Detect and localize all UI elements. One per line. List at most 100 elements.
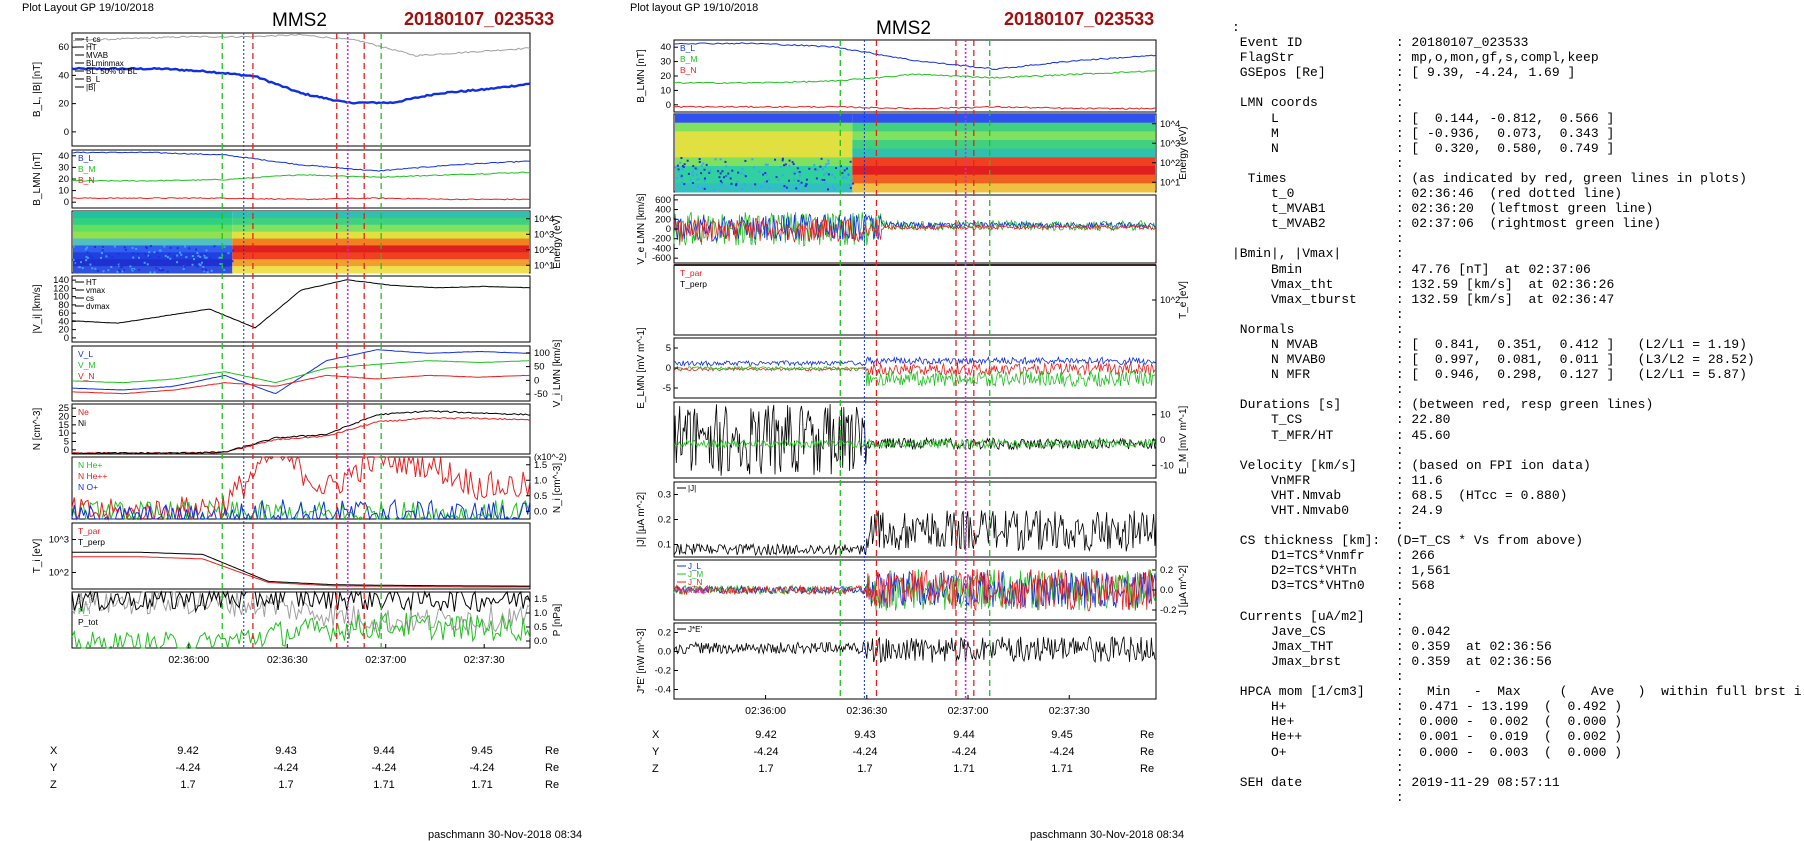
heatmap-speckle [775, 176, 778, 179]
heatmap-speckle [708, 171, 711, 174]
y-axis-label: V_e LMN [km/s] [636, 193, 647, 264]
heatmap-speckle [839, 165, 842, 168]
heatmap-speckle [119, 270, 122, 273]
info-line: He+ : 0.000 - 0.002 ( 0.000 ) [1232, 714, 1623, 730]
heatmap-band [232, 266, 530, 274]
y-tick-label: 10^2 [534, 245, 554, 256]
heatmap-band [852, 166, 1155, 176]
panel-right-1: B_LMN [nT] 0 10 20 30 40 B_LB_MB_N [636, 39, 1157, 113]
heatmap-speckle [227, 252, 230, 255]
heatmap-speckle [774, 158, 777, 161]
heatmap-speckle [719, 172, 722, 175]
heatmap-speckle [94, 267, 97, 270]
info-line: M : [ -0.936, 0.073, 0.343 ] [1232, 125, 1615, 141]
heatmap-speckle [160, 262, 163, 265]
heatmap-speckle [821, 168, 824, 171]
heatmap-speckle [169, 246, 172, 249]
panel-left-9: P [nPa] 0.0 0.5 1.0 1.5 P_BP_iP_tot [71, 590, 563, 650]
y-axis-label: V_i LMN [km/s] [552, 339, 563, 407]
heatmap-speckle [791, 161, 794, 164]
series-line [72, 551, 530, 587]
heatmap-speckle [85, 255, 88, 258]
heatmap-band [232, 259, 530, 267]
y-tick-label: 20 [58, 412, 69, 423]
heatmap-speckle [185, 256, 188, 259]
info-line: He++ : 0.001 - 0.019 ( 0.002 ) [1232, 729, 1623, 745]
heatmap-speckle [686, 159, 689, 162]
position-unit: Re [545, 745, 560, 757]
heatmap-speckle [703, 187, 706, 190]
heatmap-speckle [687, 172, 690, 175]
info-line: VnMFR : 11.6 [1232, 472, 1443, 488]
series-label: P_tot [78, 617, 98, 627]
series-label: P_i [78, 606, 90, 616]
heatmap-speckle [798, 170, 801, 173]
heatmap-speckle [827, 188, 830, 191]
y-tick-label: 20 [58, 99, 69, 110]
heatmap-speckle [764, 163, 767, 166]
series-line [72, 374, 531, 395]
series-line [71, 499, 531, 521]
y-tick-label: 0.0 [658, 647, 671, 658]
heatmap-speckle [754, 183, 757, 186]
heatmap-speckle [166, 256, 169, 259]
heatmap-speckle [227, 264, 230, 267]
heatmap-speckle [777, 178, 780, 181]
heatmap-speckle [102, 270, 105, 273]
heatmap-speckle [691, 170, 694, 173]
heatmap-speckle [737, 171, 740, 174]
y-tick-label: 0 [64, 127, 69, 138]
panel-frame [71, 522, 531, 590]
heatmap-speckle [696, 168, 699, 171]
left-plot-stack: B_L, |B| [nT]0204060t_csHTMVABBLminmaxBL… [32, 32, 567, 666]
heatmap-speckle [135, 247, 138, 250]
y-tick-label: -600 [652, 253, 671, 264]
position-unit: Re [1140, 729, 1155, 741]
heatmap-speckle [722, 176, 725, 179]
heatmap-speckle [176, 254, 179, 257]
position-value: 1.71 [1051, 763, 1073, 775]
heatmap-speckle [91, 256, 94, 259]
info-line: : [1232, 518, 1404, 534]
info-line: Normals : [1232, 321, 1404, 337]
heatmap-speckle [199, 264, 202, 267]
heatmap-speckle [680, 157, 683, 160]
position-value: -4.24 [273, 762, 299, 774]
position-value: 1.71 [471, 779, 493, 791]
heatmap-speckle [788, 164, 791, 167]
heatmap-speckle [845, 167, 848, 170]
heatmap-speckle [80, 261, 83, 264]
position-value: 1.7 [758, 763, 774, 775]
y-tick-label: 20 [58, 325, 69, 336]
heatmap-speckle [145, 246, 148, 249]
heatmap-speckle [132, 256, 135, 259]
y-tick-label: 0.1 [658, 540, 671, 551]
right-footer: paschmann 30-Nov-2018 08:34 [1030, 829, 1185, 841]
heatmap-speckle [820, 157, 823, 160]
heatmap-speckle [703, 177, 706, 180]
heatmap-speckle [110, 265, 113, 268]
heatmap-speckle [813, 164, 816, 167]
heatmap-speckle [147, 254, 150, 257]
y-axis-label: |V_i| [km/s] [32, 284, 43, 333]
info-line: : [1232, 442, 1404, 458]
time-tick-label: 02:36:00 [745, 705, 786, 717]
position-row-label: X [50, 745, 58, 757]
heatmap-speckle [143, 252, 146, 255]
y-tick-label: 0 [64, 333, 69, 344]
heatmap-speckle [78, 266, 81, 269]
heatmap-speckle [691, 174, 694, 177]
heatmap-speckle [85, 259, 88, 262]
heatmap-speckle [823, 179, 826, 182]
heatmap-speckle [795, 187, 798, 190]
series-label: V_N [78, 371, 95, 381]
heatmap-speckle [831, 174, 834, 177]
series-label: V_L [78, 349, 93, 359]
y-tick-label: 10^3 [49, 535, 69, 546]
info-line: Jmax_THT : 0.359 at 02:36:56 [1232, 638, 1552, 654]
y-tick-label: 10^2 [49, 568, 69, 579]
series-line [71, 612, 531, 650]
series-label: B_N [680, 65, 697, 75]
heatmap-speckle [131, 269, 134, 272]
heatmap-speckle [72, 258, 75, 261]
